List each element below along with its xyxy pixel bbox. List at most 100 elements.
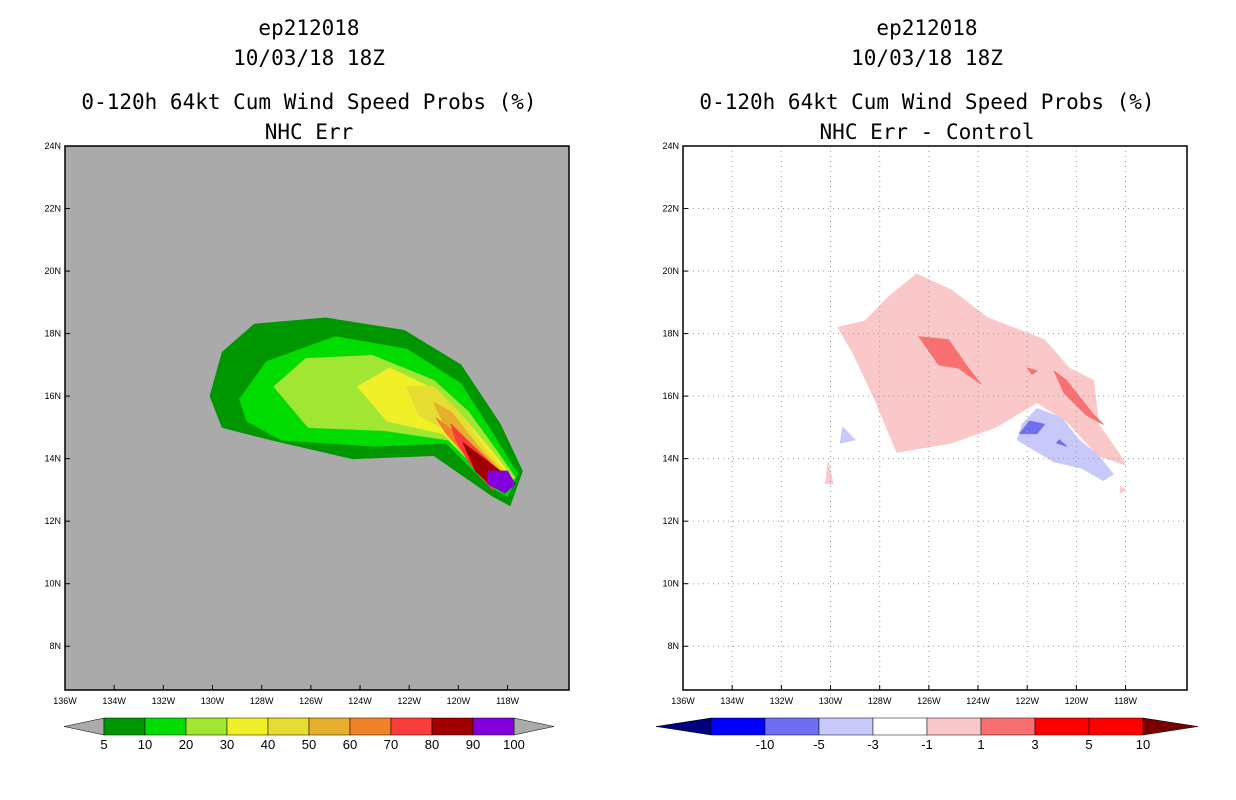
colorbar-label: 30 xyxy=(220,737,234,752)
colorbar-label: 70 xyxy=(384,737,398,752)
y-tick-label: 18N xyxy=(662,329,679,339)
colorbar-label: 10 xyxy=(138,737,152,752)
contour-level-3 xyxy=(1026,367,1038,375)
colorbar-right-arrow xyxy=(1142,717,1199,736)
y-tick-label: 20N xyxy=(44,266,61,276)
x-tick-label: 122W xyxy=(397,696,421,706)
y-tick-label: 14N xyxy=(662,454,679,464)
left-chart-panel: ep212018 10/03/18 18Z 0-120h 64kt Cum Wi… xyxy=(44,16,570,752)
x-tick-label: 122W xyxy=(1015,696,1039,706)
colorbar-label: 50 xyxy=(302,737,316,752)
colorbar-label: 40 xyxy=(261,737,275,752)
x-tick-label: 136W xyxy=(671,696,695,706)
chart-title-product: 0-120h 64kt Cum Wind Speed Probs (%) xyxy=(699,90,1155,114)
colorbar-swatch xyxy=(308,717,351,736)
colorbar-label: 5 xyxy=(1085,737,1092,752)
colorbar-swatch xyxy=(267,717,310,736)
colorbar-swatch xyxy=(980,717,1036,736)
colorbar-swatch xyxy=(144,717,187,736)
contour-level-90 xyxy=(487,470,516,494)
y-tick-label: 24N xyxy=(44,141,61,151)
y-tick-label: 10N xyxy=(662,579,679,589)
colorbar-label: -5 xyxy=(813,737,825,752)
colorbar-swatch xyxy=(1088,717,1144,736)
x-tick-label: 118W xyxy=(496,696,519,706)
colorbar-label: 10 xyxy=(1136,737,1150,752)
x-tick-label: 130W xyxy=(819,696,843,706)
chart-title-product: 0-120h 64kt Cum Wind Speed Probs (%) xyxy=(81,90,537,114)
x-tick-label: 132W xyxy=(152,696,176,706)
chart-title-datetime: 10/03/18 18Z xyxy=(233,46,385,70)
x-tick-label: 124W xyxy=(966,696,990,706)
y-tick-label: 8N xyxy=(667,641,679,651)
plot-frame xyxy=(682,145,1188,691)
colorbar-label: 1 xyxy=(977,737,984,752)
colorbar-label: -10 xyxy=(756,737,775,752)
probability-map-chart: 136W 134W 132W 130W 128W 126W 124W 122W 120W 118W… xyxy=(44,141,570,752)
chart-subtitle: NHC Err - Control xyxy=(819,120,1035,144)
colorbar-left-arrow xyxy=(655,717,712,736)
colorbar-label: 100 xyxy=(503,737,525,752)
contour-level-neg3 xyxy=(1019,420,1045,435)
colorbar-swatch xyxy=(103,717,146,736)
x-tick-label: 120W xyxy=(1065,696,1089,706)
colorbar-label: -1 xyxy=(921,737,933,752)
x-tick-label: 134W xyxy=(102,696,126,706)
colorbar-swatch xyxy=(1034,717,1090,736)
y-tick-label: 16N xyxy=(662,391,679,401)
contour-level-1 xyxy=(825,461,834,485)
plot-frame xyxy=(64,145,570,691)
y-tick-label: 8N xyxy=(49,641,61,651)
x-tick-label: 118W xyxy=(1114,696,1137,706)
x-tick-label: 136W xyxy=(53,696,77,706)
x-tick-label: 128W xyxy=(868,696,892,706)
contour-layer xyxy=(825,273,1126,494)
contour-layer xyxy=(209,317,523,506)
contour-level-1 xyxy=(837,273,1126,466)
colorbar-label: 60 xyxy=(343,737,357,752)
x-tick-label: 130W xyxy=(201,696,225,706)
colorbar-swatch xyxy=(349,717,392,736)
colorbar-swatch xyxy=(818,717,874,736)
x-tick-label: 124W xyxy=(348,696,372,706)
colorbar-label: 20 xyxy=(179,737,193,752)
contour-level-3 xyxy=(1053,370,1104,425)
y-tick-label: 12N xyxy=(44,516,61,526)
colorbar-swatch xyxy=(390,717,433,736)
colorbar-swatch xyxy=(185,717,228,736)
y-tick-label: 10N xyxy=(44,579,61,589)
chart-subtitle: NHC Err xyxy=(264,120,354,144)
chart-title-storm-id: ep212018 xyxy=(876,16,978,40)
colorbar-swatch xyxy=(764,717,820,736)
colorbar-label: 90 xyxy=(466,737,480,752)
colorbar-swatch xyxy=(926,717,982,736)
contour-level-neg1 xyxy=(839,426,856,444)
x-tick-label: 126W xyxy=(299,696,323,706)
contour-level-neg3 xyxy=(1056,439,1067,447)
x-tick-label: 126W xyxy=(917,696,941,706)
x-tick-label: 134W xyxy=(720,696,744,706)
chart-title-storm-id: ep212018 xyxy=(258,16,360,40)
right-chart-panel: ep212018 10/03/18 18Z 0-120h 64kt Cum Wi… xyxy=(618,0,1236,800)
contour-level-1 xyxy=(1120,486,1126,494)
y-tick-label: 22N xyxy=(662,204,679,214)
colorbar-swatch xyxy=(431,717,474,736)
y-tick-label: 14N xyxy=(44,454,61,464)
colorbar-swatch xyxy=(710,717,766,736)
colorbar-swatch xyxy=(226,717,269,736)
y-tick-label: 20N xyxy=(662,266,679,276)
chart-title-datetime: 10/03/18 18Z xyxy=(851,46,1003,70)
y-tick-label: 22N xyxy=(44,204,61,214)
x-tick-label: 120W xyxy=(447,696,471,706)
colorbar-swatch xyxy=(872,717,928,736)
y-tick-label: 16N xyxy=(44,391,61,401)
y-tick-label: 18N xyxy=(44,329,61,339)
colorbar-label: -3 xyxy=(867,737,879,752)
y-tick-label: 12N xyxy=(662,516,679,526)
x-tick-label: 128W xyxy=(250,696,274,706)
y-tick-label: 24N xyxy=(662,141,679,151)
x-tick-label: 132W xyxy=(770,696,794,706)
colorbar-left-arrow xyxy=(63,717,105,736)
colorbar-label: 5 xyxy=(100,737,107,752)
colorbar-label: 3 xyxy=(1031,737,1038,752)
